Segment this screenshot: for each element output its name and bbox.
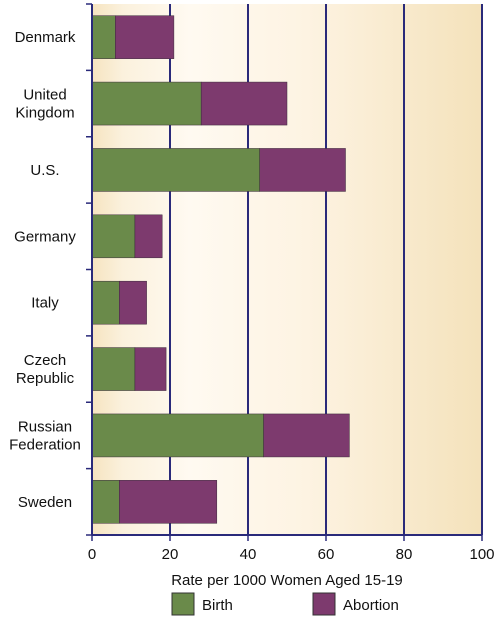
bar-abortion-russian-federation — [263, 413, 350, 458]
category-label-line: Denmark — [15, 29, 76, 46]
bar-birth-czech-republic — [91, 347, 136, 391]
x-tick-label-20: 20 — [162, 546, 179, 563]
legend-swatch-abortion — [312, 592, 336, 616]
category-label-line: Sweden — [18, 494, 72, 511]
category-label: United Kingdom — [15, 87, 74, 122]
x-tick-label-40: 40 — [240, 546, 257, 563]
category-label-line: Republic — [16, 370, 75, 387]
x-axis-label: Rate per 1000 Women Aged 15-19 — [171, 572, 403, 589]
bar-abortion-czech-republic — [134, 347, 167, 391]
bar-birth-italy — [91, 280, 120, 325]
category-label-line: Italy — [31, 295, 59, 312]
category-label: Sweden — [18, 494, 72, 511]
bar-birth-us — [91, 148, 260, 192]
bar-abortion-germany — [134, 214, 163, 259]
category-label-line: Russian — [18, 418, 72, 435]
x-tick-label-100: 100 — [469, 546, 494, 563]
legend-swatch-birth — [171, 592, 195, 616]
category-label-line: Kingdom — [15, 105, 74, 122]
bar-abortion-denmark — [115, 15, 175, 59]
legend-label-abortion: Abortion — [343, 597, 399, 614]
legend: Birth Abortion — [171, 592, 399, 616]
category-label: Russian Federation — [9, 418, 81, 453]
category-label-line: Czech — [24, 352, 67, 369]
category-label: U.S. — [30, 162, 59, 179]
x-tick-labels: 0 20 40 60 80 100 — [88, 546, 495, 563]
bar-birth-sweden — [91, 480, 120, 524]
category-label: Italy — [31, 295, 59, 312]
bar-birth-united-kingdom — [91, 81, 202, 126]
bar-abortion-italy — [119, 280, 147, 325]
category-label-line: Federation — [9, 436, 81, 453]
category-label: Germany — [14, 228, 76, 245]
axes — [86, 3, 483, 541]
bar-abortion-sweden — [119, 480, 218, 524]
category-label: Czech Republic — [16, 352, 75, 387]
bar-abortion-united-kingdom — [200, 81, 288, 126]
category-label-line: United — [23, 87, 66, 104]
legend-label-birth: Birth — [202, 597, 233, 614]
bar-birth-russian-federation — [91, 413, 264, 458]
bar-birth-germany — [91, 214, 136, 259]
bar-abortion-us — [259, 148, 346, 192]
x-tick-label-80: 80 — [396, 546, 413, 563]
category-labels: Denmark United Kingdom U.S. Germany Italy Czec… — [9, 29, 81, 511]
category-label-line: U.S. — [30, 162, 59, 179]
bars — [91, 15, 350, 524]
category-label-line: Germany — [14, 228, 76, 245]
bar-birth-denmark — [91, 15, 116, 59]
x-tick-label-60: 60 — [318, 546, 335, 563]
x-tick-label-0: 0 — [88, 546, 96, 563]
category-label: Denmark — [15, 29, 76, 46]
